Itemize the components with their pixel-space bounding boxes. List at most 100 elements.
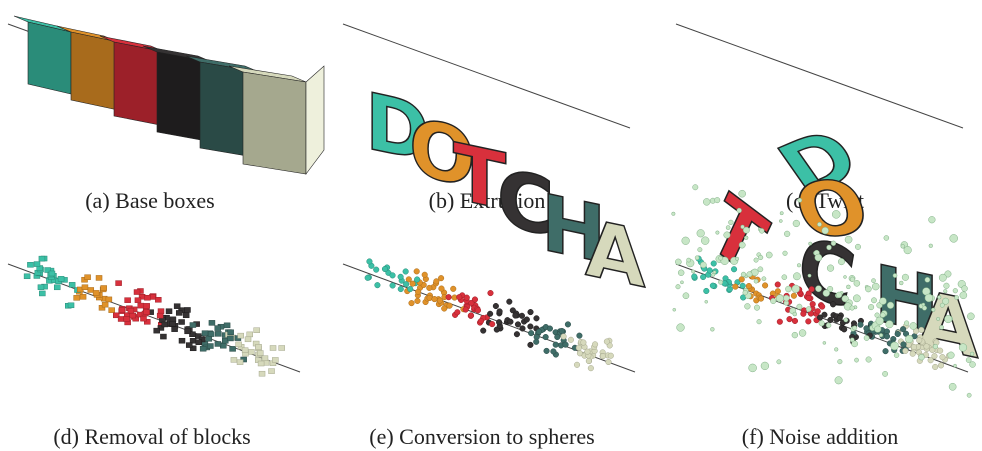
noise-sphere [853,295,860,302]
sphere [375,282,381,288]
noise-sphere [891,342,899,350]
block [224,323,230,328]
sphere [740,283,746,289]
block [102,302,108,307]
noise-sphere [815,286,821,292]
noise-sphere [784,231,790,237]
block [179,319,185,324]
sphere [775,282,781,288]
block [144,303,150,308]
noise-sphere [682,237,690,245]
sphere [792,318,798,324]
sphere [828,317,834,323]
sphere [822,312,828,318]
noise-sphere [846,285,850,289]
noise-sphere [776,295,783,302]
noise-sphere [844,318,848,322]
sphere [932,353,938,359]
sphere [574,362,580,368]
noise-sphere [845,236,852,243]
block [209,320,215,325]
caption: (a) Base boxes [85,188,215,213]
sphere [787,316,793,322]
sphere [551,349,557,355]
sphere [515,322,521,328]
sphere [543,334,549,340]
sphere [581,340,587,346]
sphere [588,365,594,371]
noise-sphere [880,313,885,318]
noise-sphere [728,220,733,225]
noise-sphere [792,285,800,293]
block [190,323,196,328]
block [109,308,115,313]
sphere [414,277,420,283]
letter: A [585,202,645,306]
noise-sphere [826,323,831,328]
noise-sphere [944,283,950,289]
sphere [791,293,797,299]
sphere [883,348,889,354]
noise-sphere [680,281,683,284]
noise-sphere [713,271,716,274]
noise-sphere [739,242,745,248]
noise-sphere [676,284,681,289]
block [93,290,99,295]
sphere [739,277,745,283]
block [258,361,264,366]
block [106,297,112,302]
noise-sphere [953,364,956,367]
block [215,341,221,346]
sphere [450,286,456,292]
sphere [513,313,519,319]
block [34,262,40,267]
noise-sphere [705,300,708,303]
sphere [819,304,825,310]
noise-sphere [893,273,897,277]
sphere [937,348,943,354]
block [128,308,134,313]
noise-sphere [844,275,847,278]
noise-sphere [798,198,802,202]
noise-sphere [902,274,909,281]
sphere [508,319,514,325]
caption: (f) Noise addition [742,424,898,449]
sphere [528,342,534,348]
block [69,282,75,287]
noise-sphere [953,288,958,293]
noise-sphere [827,265,834,272]
sphere [528,324,534,330]
sphere [733,284,739,290]
sphere [600,353,606,359]
sphere [592,342,598,348]
block [269,369,275,374]
sphere [901,342,907,348]
noise-sphere [758,255,763,260]
noise-sphere [783,251,788,256]
noise-sphere [868,304,874,310]
sphere [940,354,946,360]
noise-sphere [948,352,955,359]
noise-sphere [967,313,974,320]
block [118,316,124,321]
noise-sphere [967,393,971,397]
block [254,328,260,333]
sphere [731,266,737,272]
block [208,332,214,337]
noise-sphere [894,353,899,358]
block [162,322,168,327]
noise-sphere [783,295,789,301]
sphere [895,331,901,337]
sphere [426,285,432,291]
axis-line [676,24,963,128]
noise-sphere [701,237,709,245]
noise-sphere [693,185,698,190]
noise-sphere [864,335,869,340]
noise-sphere [866,357,872,363]
noise-sphere [836,292,842,298]
sphere [437,298,443,304]
block [27,262,33,267]
sphere [924,344,930,350]
sphere [932,364,938,370]
block [138,303,144,308]
